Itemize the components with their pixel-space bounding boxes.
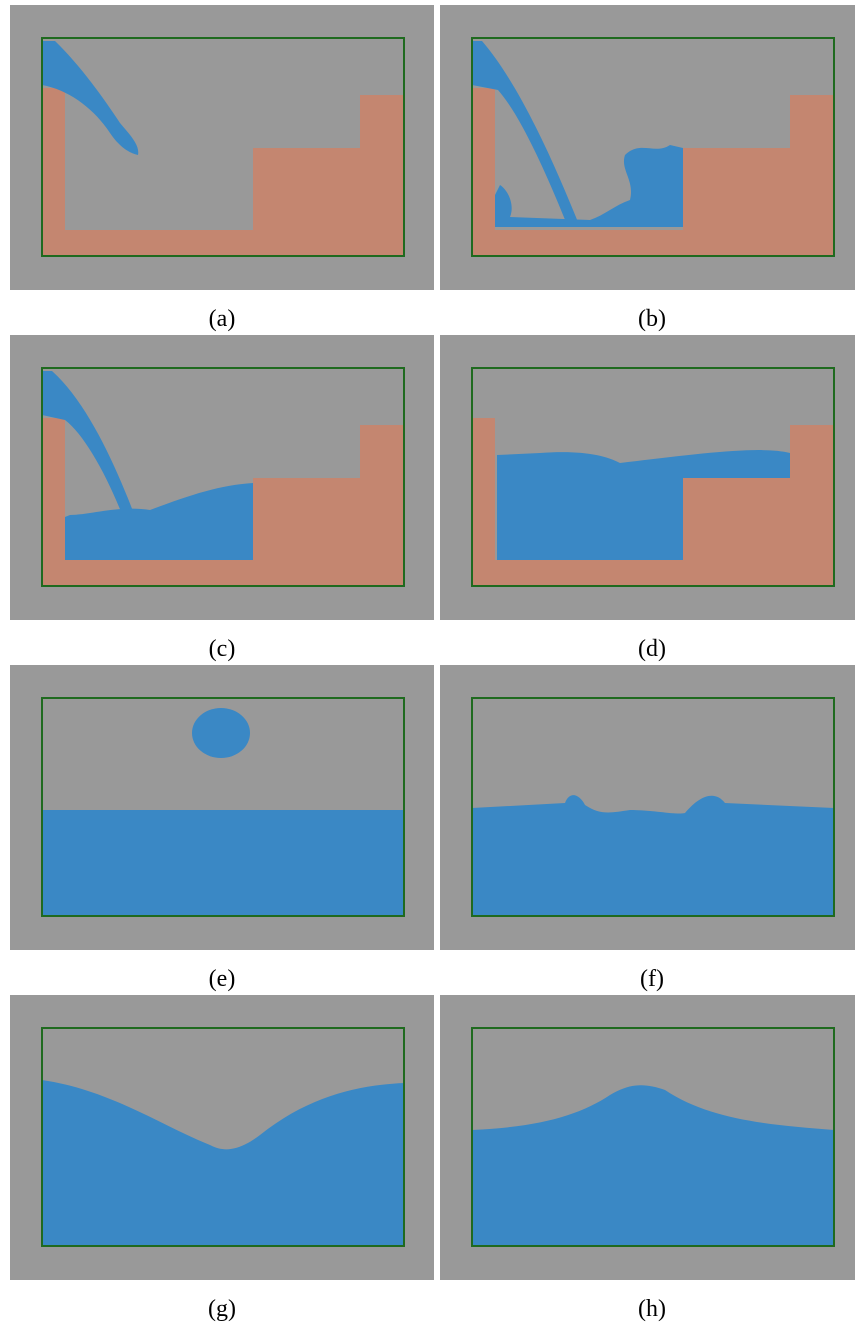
caption: (f) bbox=[640, 966, 664, 992]
panel-e bbox=[10, 665, 434, 950]
caption: (g) bbox=[208, 1296, 236, 1322]
panel-b bbox=[440, 5, 855, 290]
caption: (d) bbox=[638, 636, 666, 662]
caption: (a) bbox=[208, 306, 236, 332]
panel-g bbox=[10, 995, 434, 1280]
panel-h bbox=[440, 995, 855, 1280]
panel-c bbox=[10, 335, 434, 620]
caption: (e) bbox=[208, 966, 236, 992]
panel-d bbox=[440, 335, 855, 620]
caption: (h) bbox=[638, 1296, 666, 1322]
caption: (c) bbox=[208, 636, 236, 662]
panel-a bbox=[10, 5, 434, 290]
panel-f bbox=[440, 665, 855, 950]
caption: (b) bbox=[638, 306, 666, 332]
